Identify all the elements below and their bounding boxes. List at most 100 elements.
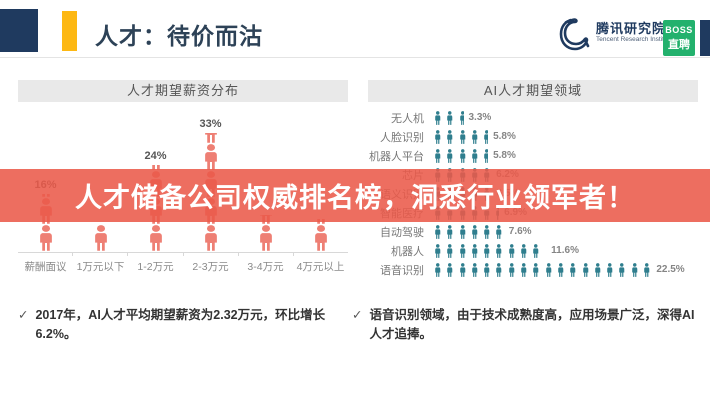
x-axis-ticks — [18, 252, 348, 256]
field-label: 自动驾驶 — [380, 226, 424, 239]
field-value-label: 5.8% — [493, 150, 516, 161]
person-icon — [90, 225, 112, 251]
note-salary-text: 2017年，AI人才平均期望薪资为2.32万元，环比增长6.2%。 — [35, 308, 326, 342]
field-row: 无人机 3.3% — [368, 108, 708, 127]
field-label: 语音识别 — [380, 264, 424, 277]
x-axis-labels: 薪酬面议 1万元以下 1-2万元 2-3万元 3-4万元 4万元以上 — [18, 259, 348, 274]
tencent-institute-name-cn: 腾讯研究院 — [596, 21, 667, 36]
boss-zhipin-logo: BOSS 直聘 — [663, 20, 695, 56]
person-icon — [458, 224, 468, 239]
tencent-penguin-logo — [559, 18, 590, 51]
person-icon — [494, 224, 504, 239]
tencent-institute-name-en: Tencent Research Institute — [596, 36, 673, 43]
salary-category-label: 2-3万元 — [192, 261, 229, 273]
person-icon — [470, 243, 480, 258]
person-icon — [200, 144, 222, 170]
person-icon — [458, 148, 468, 163]
person-icon — [433, 262, 443, 277]
person-icon-partial — [458, 110, 464, 125]
person-icon — [482, 243, 492, 258]
salary-value-label: 24% — [144, 149, 167, 162]
field-icon-strip — [433, 110, 466, 125]
person-icon — [581, 262, 591, 277]
person-icon — [507, 243, 517, 258]
boss-logo-line1: BOSS — [665, 24, 693, 35]
field-value-label: 5.8% — [493, 131, 516, 142]
field-icon-strip — [433, 129, 491, 144]
note-speech: ✓ 语音识别领域，由于技术成熟度高，应用场景广泛，深得AI人才追捧。 — [352, 306, 704, 345]
person-icon — [494, 243, 504, 258]
salary-category-label: 1万元以下 — [76, 261, 125, 273]
page-title: 人才：待价而沽 — [95, 23, 263, 49]
person-icon-partial — [482, 148, 489, 163]
salary-category-label: 3-4万元 — [247, 261, 284, 273]
person-icon — [433, 110, 443, 125]
fields-chart-title: AI人才期望领域 — [368, 80, 698, 102]
salary-chart-title: 人才期望薪资分布 — [18, 80, 348, 102]
field-icon-strip — [433, 224, 507, 239]
field-value-label: 11.6% — [551, 245, 579, 256]
person-icon — [35, 225, 57, 251]
person-icon — [445, 148, 455, 163]
field-label: 机器人平台 — [369, 150, 424, 163]
person-icon-partial — [544, 244, 547, 258]
person-icon — [433, 148, 443, 163]
corner-accent-right — [700, 20, 710, 56]
field-row: 机器人 11.6% — [368, 241, 708, 260]
person-icon — [544, 262, 554, 277]
field-icon-strip — [433, 243, 549, 258]
person-icon — [145, 225, 167, 251]
note-salary: ✓ 2017年，AI人才平均期望薪资为2.32万元，环比增长6.2%。 — [18, 306, 350, 345]
person-icon — [445, 110, 455, 125]
salary-category-label: 1-2万元 — [137, 261, 174, 273]
salary-category-label: 薪酬面议 — [24, 261, 67, 273]
person-icon — [568, 262, 578, 277]
promo-banner-text: 人才储备公司权威排名榜，洞悉行业领军者！ — [75, 183, 635, 213]
field-label: 无人机 — [391, 112, 424, 125]
person-icon — [470, 262, 480, 277]
person-icon — [519, 262, 529, 277]
person-icon — [630, 262, 640, 277]
person-icon — [593, 262, 603, 277]
person-icon — [433, 224, 443, 239]
field-label: 人脸识别 — [380, 131, 424, 144]
person-icon — [445, 243, 455, 258]
person-icon — [200, 225, 222, 251]
person-icon — [445, 129, 455, 144]
person-icon — [458, 129, 468, 144]
person-icon — [642, 262, 652, 277]
salary-category-label: 4万元以上 — [296, 261, 345, 273]
person-icon — [445, 224, 455, 239]
person-icon — [605, 262, 615, 277]
field-icon-strip — [433, 148, 491, 163]
corner-accent-left — [0, 9, 38, 52]
person-icon — [482, 262, 492, 277]
field-label: 机器人 — [391, 245, 424, 258]
person-icon — [617, 262, 627, 277]
person-icon — [458, 262, 468, 277]
person-icon — [482, 224, 492, 239]
salary-value-label: 33% — [199, 117, 222, 130]
person-icon — [458, 243, 468, 258]
check-icon: ✓ — [18, 308, 29, 322]
person-icon — [310, 225, 332, 251]
person-icon — [519, 243, 529, 258]
person-icon — [531, 243, 541, 258]
person-icon — [531, 262, 541, 277]
field-value-label: 22.5% — [656, 264, 685, 275]
field-value-label: 7.6% — [508, 226, 532, 237]
field-row: 语音识别 22.5% — [368, 260, 708, 279]
boss-logo-line2: 直聘 — [668, 38, 690, 51]
person-icon — [445, 262, 455, 277]
person-icon-partial — [482, 129, 489, 144]
person-icon — [494, 262, 504, 277]
field-row: 机器人平台 5.8% — [368, 146, 708, 165]
person-icon — [556, 262, 566, 277]
person-icon — [433, 129, 443, 144]
title-accent-bar — [62, 11, 77, 51]
field-row: 自动驾驶 7.6% — [368, 222, 708, 241]
person-icon — [470, 129, 480, 144]
field-row: 人脸识别 5.8% — [368, 127, 708, 146]
person-icon — [470, 148, 480, 163]
